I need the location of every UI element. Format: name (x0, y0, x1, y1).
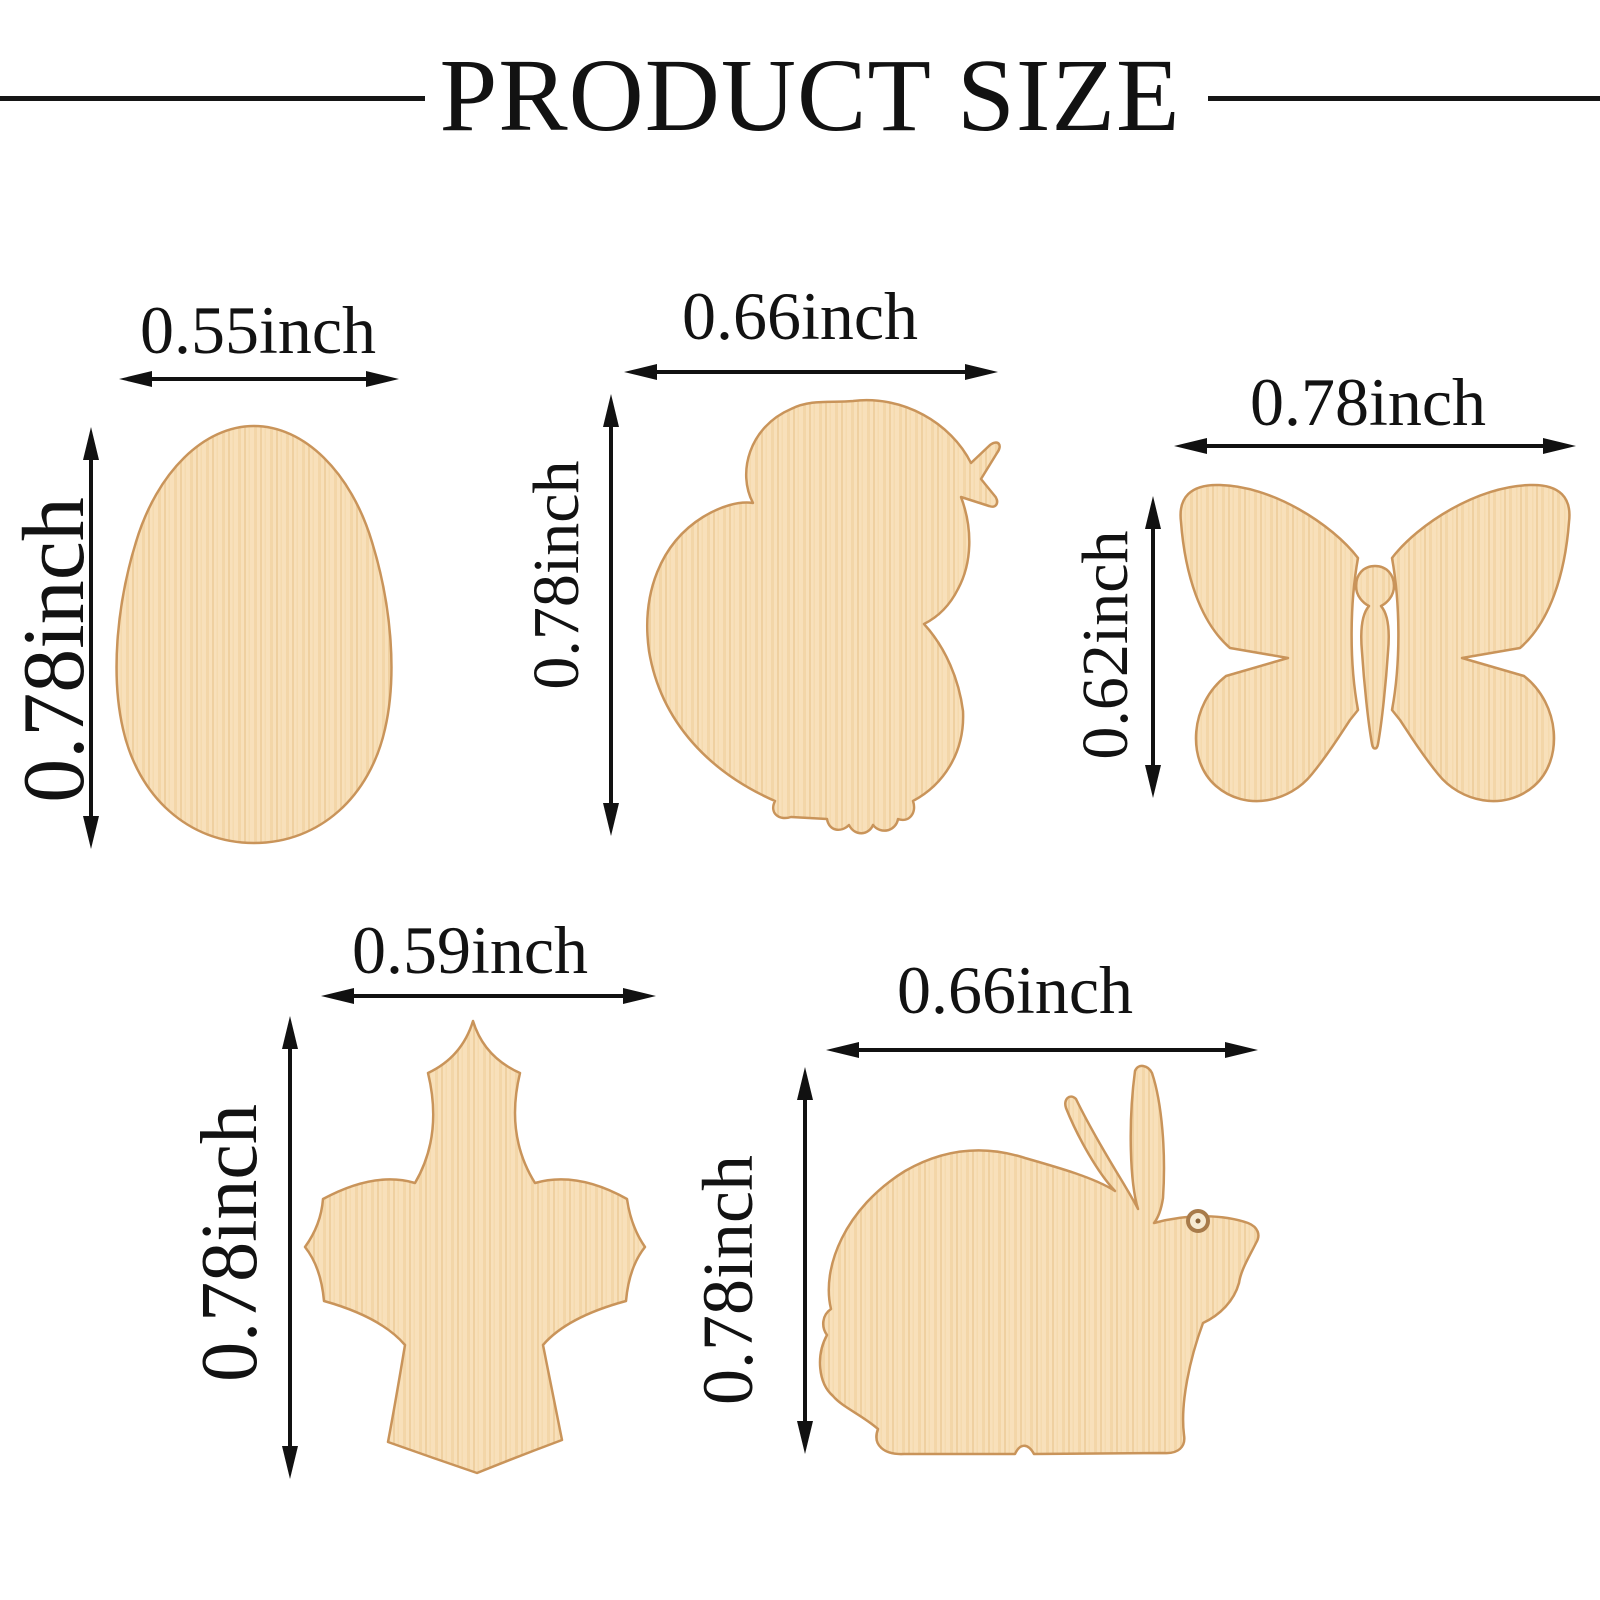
cross-height-arrow-icon (282, 1016, 298, 1479)
chick-shape (646, 398, 1001, 835)
egg-width-arrow-icon (119, 371, 399, 387)
egg-height-arrow-icon (83, 427, 99, 849)
rabbit-height-arrow-icon (797, 1067, 813, 1454)
chick-width-arrow-icon (624, 364, 998, 380)
cross-height-label: 0.78inch (186, 1104, 274, 1382)
rabbit-width-label: 0.66inch (896, 952, 1134, 1028)
butterfly-shape (1179, 483, 1571, 803)
chick-width-label: 0.66inch (681, 278, 919, 354)
page-title: PRODUCT SIZE (439, 38, 1181, 153)
butterfly-height-arrow-icon (1145, 496, 1161, 798)
rabbit-shape (818, 1064, 1260, 1456)
cross-width-label: 0.59inch (351, 912, 589, 988)
butterfly-width-arrow-icon (1174, 438, 1576, 454)
chick-height-label: 0.78inch (520, 460, 593, 690)
butterfly-height-label: 0.62inch (1069, 530, 1142, 760)
title-rule-right (1208, 96, 1600, 101)
egg-width-label: 0.55inch (139, 292, 377, 368)
title-rule-left (0, 96, 425, 101)
egg-shape (115, 424, 393, 845)
cross-shape (303, 1019, 647, 1475)
cross-width-arrow-icon (321, 988, 656, 1004)
butterfly-width-label: 0.78inch (1249, 364, 1487, 440)
rabbit-height-label: 0.78inch (688, 1155, 768, 1405)
chick-height-arrow-icon (603, 394, 619, 836)
rabbit-width-arrow-icon (826, 1042, 1258, 1058)
